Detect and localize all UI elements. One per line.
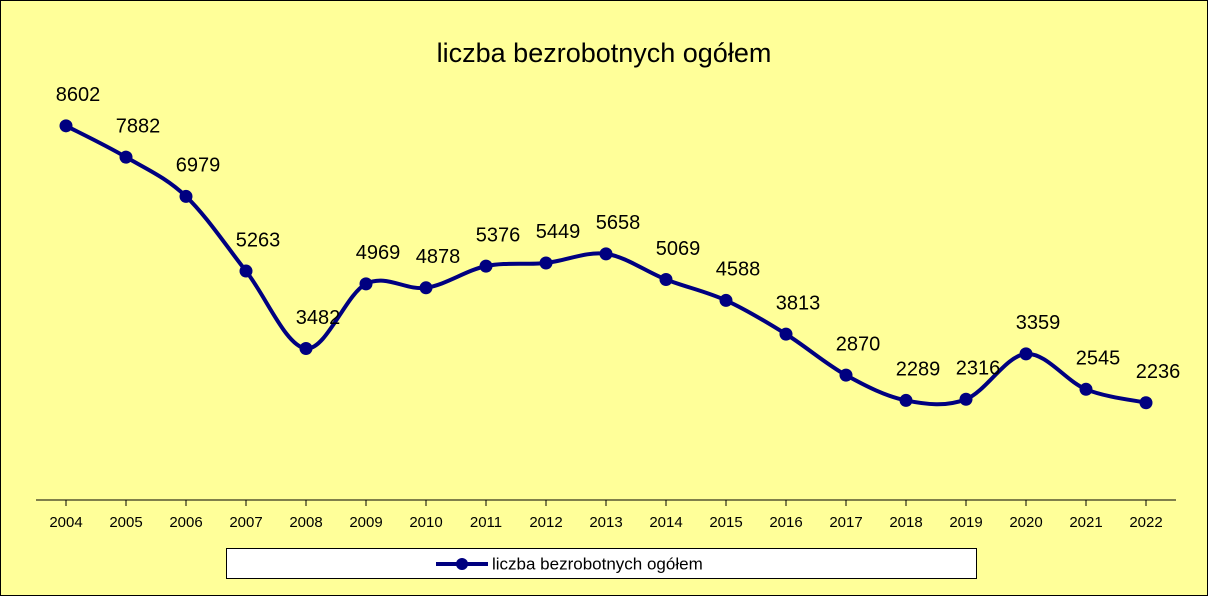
x-tick-label: 2013 [589, 514, 622, 531]
data-label: 5449 [536, 221, 581, 243]
x-tick-label: 2016 [769, 514, 802, 531]
legend-marker [456, 558, 468, 570]
x-tick-label: 2020 [1009, 514, 1042, 531]
data-label: 2870 [836, 333, 881, 355]
x-tick-label: 2018 [889, 514, 922, 531]
point [719, 293, 733, 307]
x-tick-label: 2011 [470, 514, 502, 531]
x-tick-label: 2021 [1069, 514, 1102, 531]
data-label: 6979 [176, 155, 221, 177]
point [239, 264, 253, 278]
data-label: 5069 [656, 238, 701, 260]
point [599, 247, 613, 261]
data-label: 7882 [116, 115, 161, 137]
legend-label: liczba bezrobotnych ogółem [492, 554, 703, 573]
data-label: 3482 [296, 307, 341, 329]
point [1139, 396, 1153, 410]
chart-title: liczba bezrobotnych ogółem [437, 38, 772, 68]
point [899, 393, 913, 407]
data-label: 2236 [1136, 361, 1181, 383]
data-label: 8602 [56, 84, 101, 106]
point [539, 256, 553, 270]
point [179, 189, 193, 203]
x-tick-label: 2019 [949, 514, 982, 531]
x-tick-label: 2022 [1129, 514, 1162, 531]
x-tick-label: 2010 [409, 514, 442, 531]
point [119, 150, 133, 164]
point [479, 259, 493, 273]
x-tick-label: 2012 [529, 514, 562, 531]
legend-box [226, 548, 977, 579]
point [59, 119, 73, 133]
x-tick-label: 2005 [109, 514, 142, 531]
point [419, 281, 433, 295]
data-label: 5658 [596, 212, 641, 234]
data-label: 3813 [776, 292, 821, 314]
x-tick-label: 2007 [229, 514, 262, 531]
data-label: 5263 [236, 229, 281, 251]
x-tick-label: 2006 [169, 514, 202, 531]
data-label: 4878 [416, 246, 461, 268]
x-tick-label: 2014 [649, 514, 682, 531]
point [839, 368, 853, 382]
point [359, 277, 373, 291]
point [659, 272, 673, 286]
data-label: 2316 [956, 358, 1001, 380]
x-tick-label: 2015 [709, 514, 742, 531]
point [959, 392, 973, 406]
x-tick-label: 2017 [829, 514, 862, 531]
data-label: 2545 [1076, 348, 1121, 370]
x-tick-label: 2009 [349, 514, 382, 531]
point [299, 342, 313, 356]
data-label: 2289 [896, 359, 941, 381]
data-label: 4588 [716, 259, 761, 281]
point [779, 327, 793, 341]
point [1079, 382, 1093, 396]
data-label: 5376 [476, 224, 521, 246]
x-tick-label: 2004 [49, 514, 82, 531]
x-tick-label: 2008 [289, 514, 322, 531]
point [1019, 347, 1033, 361]
data-label: 4969 [356, 242, 401, 264]
data-label: 3359 [1016, 312, 1061, 334]
